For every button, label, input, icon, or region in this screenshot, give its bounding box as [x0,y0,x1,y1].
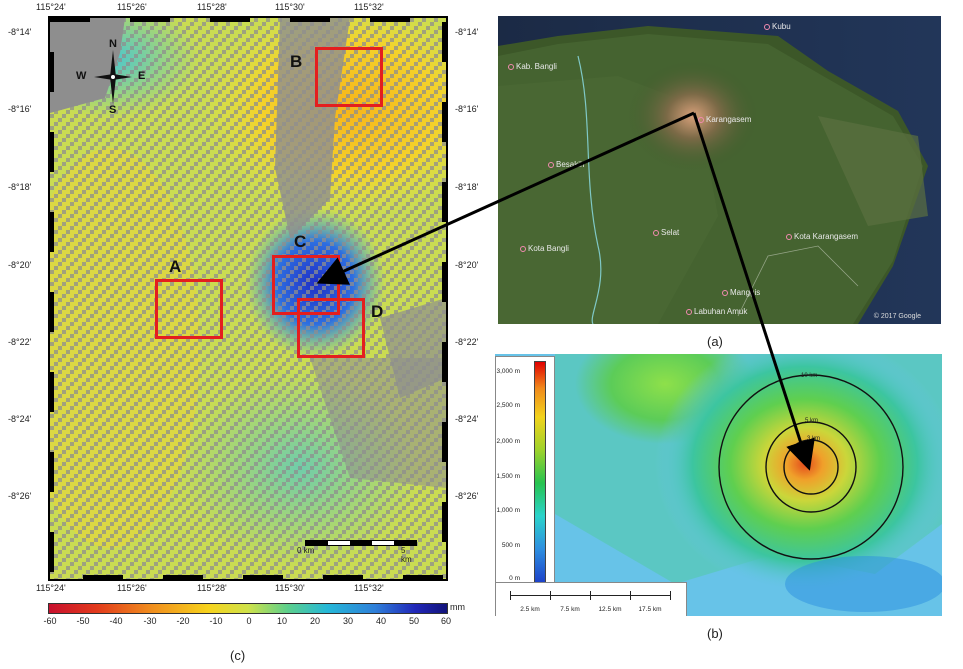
compass-rose: N S W E [76,38,145,116]
elevation-label: 0 m [509,575,520,582]
right-lat-tick: -8°26' [455,491,479,501]
elevation-scale-label: 17.5 km [638,606,662,613]
colorbar-tick: -50 [76,616,90,626]
colorbar-tick: 40 [375,616,387,626]
place-kota-bangli: Kota Bangli [520,244,569,253]
scale-label-5: 5 km [401,546,412,564]
place-labuhan-amuk: Labuhan Amuk [686,307,747,316]
left-lat-tick: -8°18' [8,182,32,192]
place-selat: Selat [653,228,679,237]
left-lat-tick: -8°24' [8,414,32,424]
elevation-scale-bar: 2.5 km 7.5 km 12.5 km 17.5 km [495,582,687,616]
elevation-label: 2,500 m [496,402,521,409]
top-lon-tick: 115°26' [117,2,147,12]
elevation-label: 500 m [501,542,520,549]
region-label-b: B [290,52,303,71]
region-box-b [315,47,383,107]
region-label-c: C [294,232,307,251]
region-box-a [155,279,223,339]
elevation-scale-label: 7.5 km [560,606,580,613]
right-lat-tick: -8°18' [455,182,479,192]
bottom-lon-tick: 115°32' [354,583,384,593]
top-lon-tick: 115°28' [197,2,227,12]
elevation-color-bar [534,361,546,583]
ring-label-10km: 10 km [801,373,818,379]
colorbar-tick: 60 [440,616,452,626]
region-label-a: A [169,257,182,276]
caption-a: (a) [707,334,723,349]
bottom-lon-tick: 115°26' [117,583,147,593]
compass-s: S [109,104,117,116]
colorbar-tick: -20 [176,616,190,626]
deformation-raster: N S W E 0 km 5 km [48,16,448,581]
ring-label-5km: 5 km [805,418,819,424]
top-lon-tick: 115°30' [275,2,305,12]
place-kubu: Kubu [764,22,791,31]
elevation-map [495,354,942,616]
left-lat-tick: -8°22' [8,337,32,347]
bottom-lon-tick: 115°24' [36,583,66,593]
place-karangasem: Karangasem [698,115,751,124]
region-box-d [297,298,365,358]
elevation-scale-label: 2.5 km [520,606,540,613]
elevation-label: 1,500 m [496,473,521,480]
compass-w: W [76,70,87,82]
region-box-c [272,255,340,315]
colorbar-tick: -30 [143,616,157,626]
colorbar-tick: 0 [246,616,252,626]
elevation-label: 3,000 m [496,368,521,375]
place-kota-karangasem: Kota Karangasem [786,232,858,241]
caption-c: (c) [230,648,246,663]
bottom-lon-tick: 115°28' [197,583,227,593]
caption-b: (b) [707,626,723,641]
colorbar-unit: mm [450,602,465,612]
left-lat-tick: -8°16' [8,104,32,114]
left-lat-tick: -8°20' [8,260,32,270]
right-lat-tick: -8°20' [455,260,479,270]
colorbar-tick: -40 [109,616,123,626]
ring-label-3km: 3 km [807,436,821,442]
place-manggis: Manggis [722,288,760,297]
right-lat-tick: -8°24' [455,414,479,424]
top-lon-tick: 115°24' [36,2,66,12]
right-lat-tick: -8°14' [455,27,479,37]
map-scale-bar: 0 km 5 km [297,536,417,564]
left-lat-tick: -8°14' [8,27,32,37]
right-lat-tick: -8°22' [455,337,479,347]
map-attribution: © 2017 Google [873,313,921,320]
scale-label-0: 0 km [297,546,315,555]
deformation-map-panel: 115°24' 115°26' 115°28' 115°30' 115°32' … [8,2,479,663]
colorbar-tick: 20 [309,616,321,626]
bottom-lon-tick: 115°30' [275,583,305,593]
place-besakih: Besakih [548,160,584,169]
compass-n: N [109,38,117,50]
right-lat-tick: -8°16' [455,104,479,114]
elevation-legend: 3,000 m 2,500 m 2,000 m 1,500 m 1,000 m … [495,356,555,586]
left-lat-tick: -8°26' [8,491,32,501]
compass-e: E [138,70,146,82]
elevation-label: 1,000 m [496,507,521,514]
colorbar-tick: 30 [342,616,354,626]
top-lon-tick: 115°32' [354,2,384,12]
elevation-label: 2,000 m [496,438,521,445]
elevation-scale-label: 12.5 km [598,606,622,613]
region-label-d: D [371,302,384,321]
colorbar-tick: -10 [209,616,223,626]
compass-icon [94,50,132,104]
colorbar-tick: 10 [276,616,288,626]
place-kab-bangli: Kab. Bangli [508,62,557,71]
elevation-map-panel: 10 km 5 km 3 km 3,000 m 2,500 m 2,000 m … [495,354,942,616]
satellite-image [498,16,941,324]
deformation-colorbar [48,603,448,614]
satellite-image-panel: Kubu Kab. Bangli Karangasem Besakih Sela… [498,16,941,324]
colorbar-tick: -60 [43,616,57,626]
colorbar-tick: 50 [408,616,420,626]
